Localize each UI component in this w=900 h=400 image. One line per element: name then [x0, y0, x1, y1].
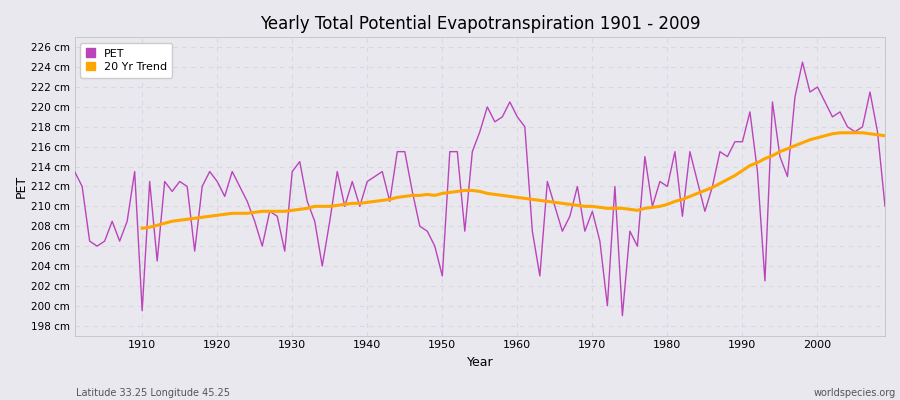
Text: Latitude 33.25 Longitude 45.25: Latitude 33.25 Longitude 45.25 [76, 388, 230, 398]
Legend: PET, 20 Yr Trend: PET, 20 Yr Trend [80, 43, 172, 78]
Text: worldspecies.org: worldspecies.org [814, 388, 896, 398]
X-axis label: Year: Year [466, 356, 493, 369]
Y-axis label: PET: PET [15, 175, 28, 198]
Title: Yearly Total Potential Evapotranspiration 1901 - 2009: Yearly Total Potential Evapotranspiratio… [259, 15, 700, 33]
